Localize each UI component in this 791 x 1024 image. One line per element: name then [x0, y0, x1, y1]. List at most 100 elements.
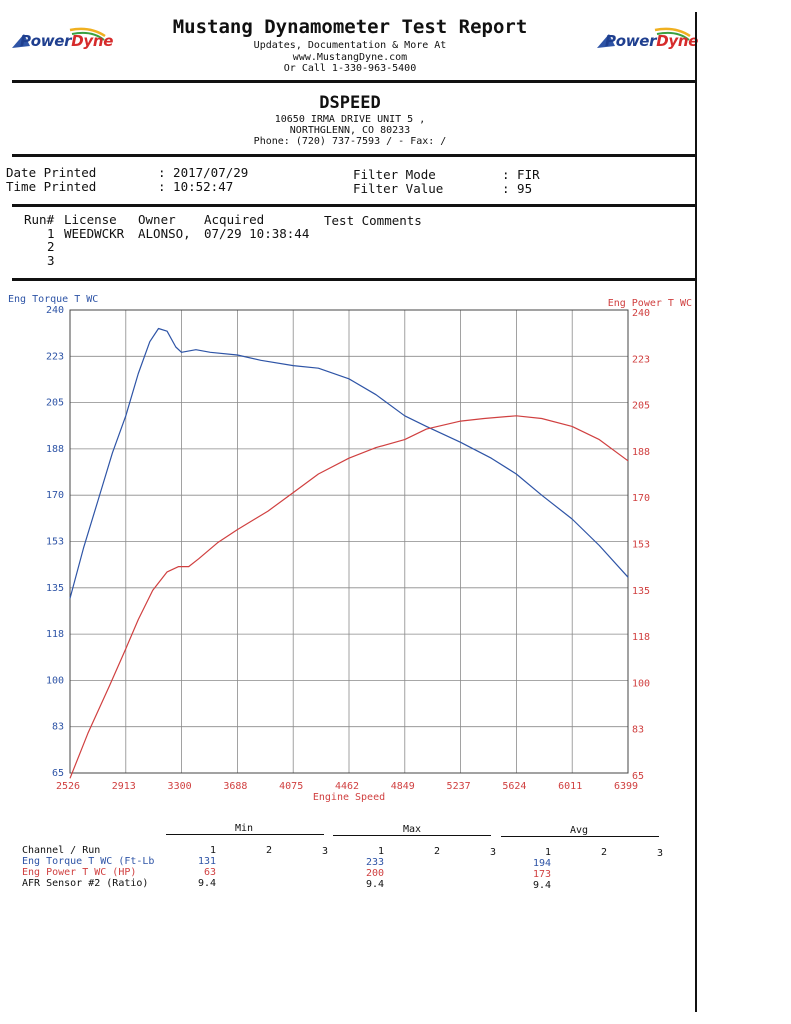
y-left-tick-label: 153	[46, 537, 64, 548]
y-left-tick-labels: 240 223 205 188 170 153 135 118 100 83 65	[46, 305, 64, 779]
filter-value-value: : 95	[502, 181, 533, 196]
y-left-tick-label: 223	[46, 351, 64, 362]
summary-run-number: 2	[434, 846, 441, 857]
shop-phone: Phone: (720) 737-7593 / - Fax: /	[253, 136, 447, 147]
date-printed-value: : 2017/07/29	[158, 165, 249, 180]
summary-run-number: 1	[545, 847, 552, 858]
y-right-tick-label: 83	[632, 725, 644, 736]
summary-group-min: Min	[235, 823, 254, 834]
divider	[12, 80, 697, 83]
y-left-tick-label: 118	[46, 629, 64, 640]
summary-run-number: 2	[266, 845, 273, 856]
header-line2: www.MustangDyne.com	[292, 52, 408, 63]
run-number: 1	[47, 226, 55, 241]
x-tick-label: 2913	[112, 781, 136, 792]
plot-frame	[69, 309, 629, 774]
summary-power-max: 200	[366, 868, 385, 879]
powerdyne-logo-right: PowerDyne	[595, 26, 699, 60]
page-border-right	[695, 12, 697, 1012]
y-left-tick-label: 240	[46, 305, 64, 316]
summary-afr-avg: 9.4	[533, 880, 552, 891]
x-axis-label: Engine Speed	[313, 792, 385, 803]
date-printed-label: Date Printed	[6, 165, 97, 180]
summary-power-min: 63	[204, 867, 217, 878]
dyno-chart: 2526 2913 3300 3688 4075 4462 4849 5237 5624 6011…	[8, 294, 692, 803]
filter-mode-value: : FIR	[502, 167, 540, 182]
summary-afr-max: 9.4	[366, 879, 385, 890]
powerdyne-logo-left: PowerDyne	[10, 26, 114, 60]
y-right-tick-label: 100	[632, 678, 650, 689]
summary-run-number: 1	[378, 846, 385, 857]
x-tick-label: 6011	[558, 781, 582, 792]
y-left-tick-label: 65	[52, 768, 64, 779]
run-number: 3	[47, 253, 55, 268]
x-tick-label: 2526	[56, 781, 80, 792]
y-right-tick-label: 188	[632, 447, 650, 458]
summary-afr-min: 9.4	[198, 878, 217, 889]
header-line1: Updates, Documentation & More At	[253, 40, 447, 51]
divider	[12, 204, 697, 207]
y-left-tick-label: 135	[46, 583, 64, 594]
summary-group-max: Max	[403, 824, 422, 835]
shop-address1: 10650 IRMA DRIVE UNIT 5 ,	[274, 114, 426, 125]
y-left-tick-label: 205	[46, 398, 64, 409]
logo-wordmark: PowerDyne	[20, 32, 114, 50]
chart-series	[69, 327, 629, 779]
runs-header-acquired: Acquired	[204, 212, 265, 227]
summary-torque-avg: 194	[533, 858, 552, 869]
y-left-tick-label: 100	[46, 675, 64, 686]
x-tick-label: 5237	[447, 781, 471, 792]
summary-run-number: 2	[601, 847, 608, 858]
summary-run-number: 1	[210, 845, 217, 856]
shop-name: DSPEED	[319, 93, 381, 113]
y-right-tick-labels: 240 223 205 188 170 153 135 118 100 83 65	[632, 308, 650, 782]
time-printed-value: : 10:52:47	[158, 179, 234, 194]
runs-header-owner: Owner	[138, 212, 176, 227]
filter-mode-label: Filter Mode	[353, 167, 436, 182]
y-right-tick-label: 65	[632, 771, 644, 782]
summary-torque-max: 233	[366, 857, 385, 868]
y-right-tick-label: 170	[632, 493, 650, 504]
filter-value-label: Filter Value	[353, 181, 444, 196]
y-right-tick-label: 240	[632, 308, 650, 319]
max-underline	[333, 835, 491, 836]
runs-header-comments: Test Comments	[324, 213, 422, 228]
logo-swoosh-icon	[597, 27, 691, 48]
report-title: Mustang Dynamometer Test Report	[172, 16, 528, 38]
y-right-tick-label: 205	[632, 401, 650, 412]
shop-address2: NORTHGLENN, CO 80233	[289, 125, 411, 136]
y-right-tick-label: 223	[632, 354, 650, 365]
logo-wordmark: PowerDyne	[605, 32, 699, 50]
summary-run-number: 3	[490, 847, 497, 858]
x-tick-label: 5624	[502, 781, 526, 792]
x-tick-label: 4075	[279, 781, 303, 792]
summary-power-avg: 173	[533, 869, 552, 880]
y-left-tick-label: 83	[52, 722, 64, 733]
power-series-line	[69, 415, 629, 779]
x-tick-label: 6399	[614, 781, 638, 792]
x-tick-label: 4462	[335, 781, 359, 792]
summary-group-avg: Avg	[570, 825, 589, 836]
y-right-axis-label: Eng Power T WC	[608, 298, 692, 309]
run-number: 2	[47, 239, 55, 254]
run-license: WEEDWCKR	[64, 226, 125, 241]
summary-channel-header: Channel / Run	[22, 845, 101, 856]
time-printed-label: Time Printed	[6, 179, 97, 194]
divider	[12, 154, 697, 157]
summary-row-afr-label: AFR Sensor #2 (Ratio)	[22, 878, 149, 889]
y-left-tick-label: 188	[46, 444, 64, 455]
summary-row-torque-label: Eng Torque T WC (Ft-Lb	[22, 856, 155, 867]
y-right-tick-label: 153	[632, 540, 650, 551]
run-owner: ALONSO,	[138, 226, 191, 241]
run-acquired: 07/29 10:38:44	[204, 226, 310, 241]
y-right-tick-label: 118	[632, 632, 650, 643]
avg-underline	[501, 836, 659, 837]
summary-run-number: 3	[322, 846, 329, 857]
summary-row-power-label: Eng Power T WC (HP)	[22, 867, 137, 878]
logo-swoosh-icon	[12, 27, 106, 48]
x-tick-label: 3300	[168, 781, 192, 792]
y-right-tick-label: 135	[632, 586, 650, 597]
summary-run-number: 3	[657, 848, 664, 859]
summary-torque-min: 131	[198, 856, 217, 867]
divider	[12, 278, 697, 281]
